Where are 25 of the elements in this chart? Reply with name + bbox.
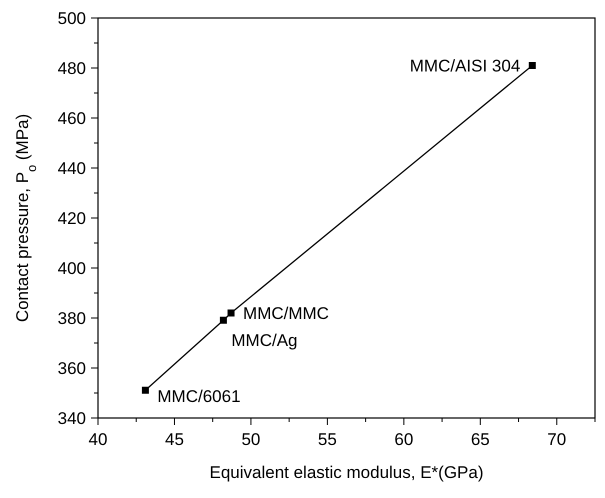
- x-tick-label: 55: [318, 430, 337, 449]
- y-tick-label: 460: [58, 108, 86, 128]
- x-tick-label: 45: [165, 430, 184, 449]
- annotation: MMC/6061: [157, 387, 241, 406]
- x-tick-label: 60: [394, 430, 414, 449]
- annotation: MMC/MMC: [243, 304, 329, 323]
- point: [528, 62, 536, 69]
- annotation: MMC/Ag: [231, 331, 298, 350]
- y-tick-label: 420: [58, 208, 86, 228]
- x-tick-label: 50: [241, 430, 260, 449]
- x-tick-label: 70: [547, 430, 566, 449]
- x-tick-label: 40: [88, 430, 108, 449]
- y-tick-label: 480: [58, 58, 86, 78]
- y-tick-label: 440: [58, 158, 86, 178]
- point: [220, 316, 227, 324]
- y-tick-label: 360: [58, 358, 86, 378]
- point: [142, 386, 149, 394]
- y-tick-label: 340: [58, 408, 86, 428]
- y-tick-label: 400: [58, 258, 86, 278]
- annotation: MMC/AISI 304: [410, 56, 520, 76]
- point: [228, 310, 235, 316]
- y-tick-label: 380: [58, 308, 86, 328]
- y-tick-label: 500: [58, 8, 86, 28]
- x-axis-title: Equivalent elastic modulus, E*(GPa): [209, 463, 484, 482]
- x-tick-label: 65: [470, 430, 490, 449]
